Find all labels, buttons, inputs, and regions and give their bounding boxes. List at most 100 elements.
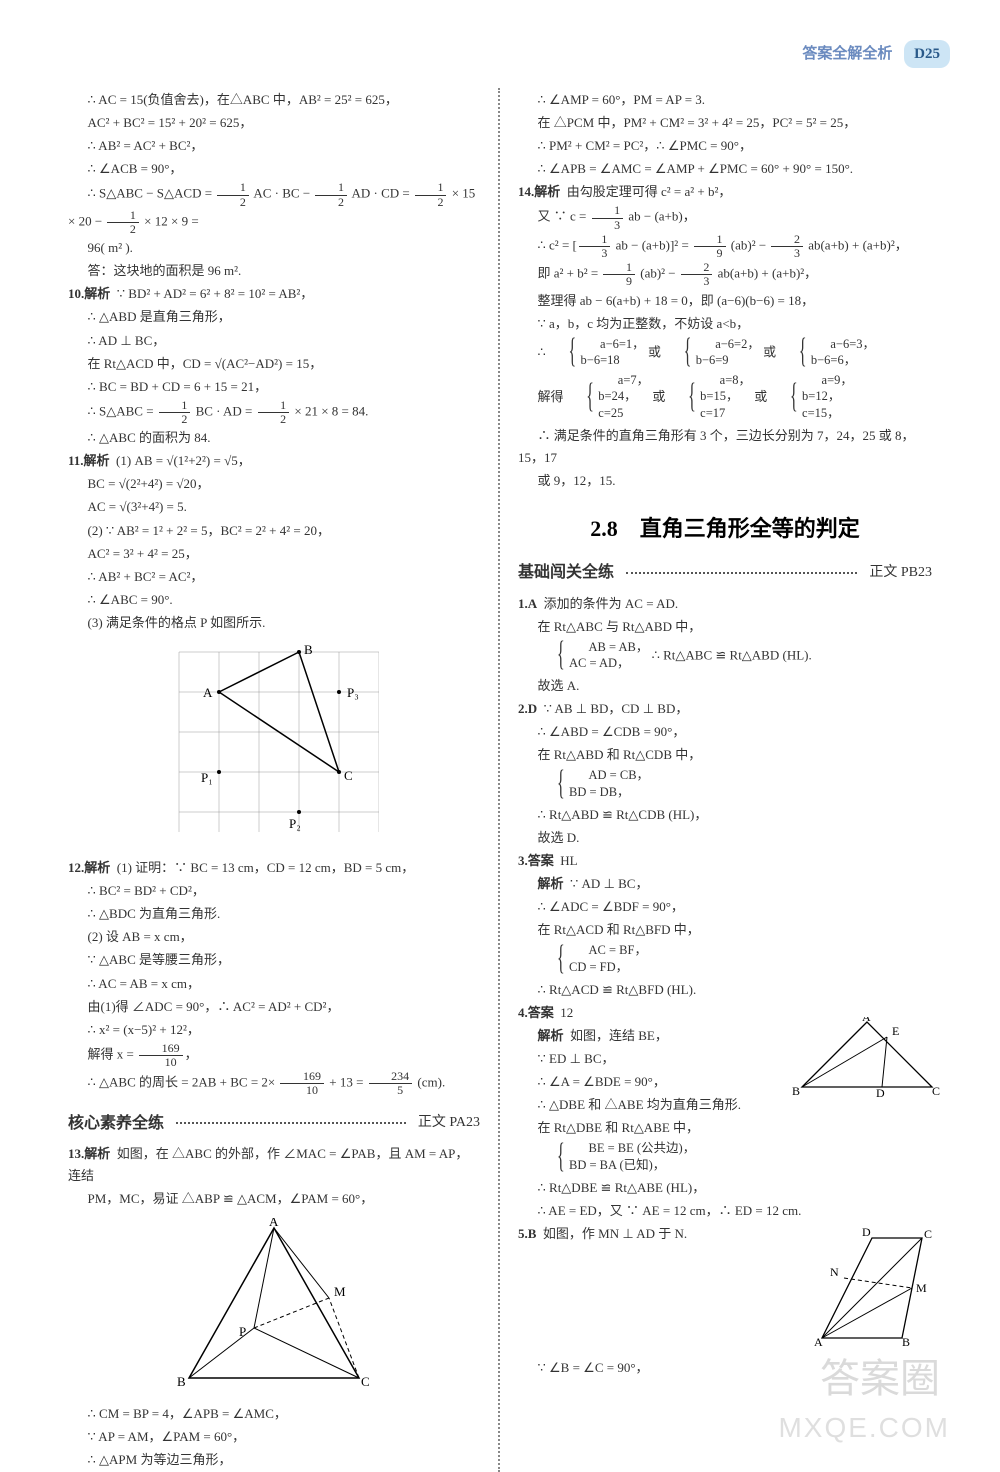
label-A: A [814,1335,823,1348]
text: (1) AB = √(1²+2²) = √5， [116,453,251,468]
text-line: 在 Rt△ABC 与 Rt△ABD 中， [518,616,932,638]
text-line: ∴ BC² = BD² + CD²， [68,880,480,902]
text-line: ∴ 满足条件的直角三角形有 3 个，三边长分别为 7，24，25 或 8，15，… [518,425,932,469]
text-line: ∴ △APM 为等边三角形， [68,1449,480,1471]
text-line: ∴ AD ⊥ BC， [68,330,480,352]
label-B: B [177,1374,186,1388]
text: BC · AD = [192,403,255,418]
text-line: 即 a² + b² = 19 (ab)² − 23 ab(a+b) + (a+b… [518,261,932,288]
text: 如图，作 MN ⊥ AD 于 N. [543,1226,687,1241]
text: 由勾股定理可得 c² = a² + b²， [567,184,732,199]
text-line: ∴ S△ABC = 12 BC · AD = 12 × 21 × 8 = 84. [68,399,480,426]
text-line: ∵ AP = AM，∠PAM = 60°， [68,1426,480,1448]
text-line: 整理得 ab − 6(a+b) + 18 = 0，即 (a−6)(b−6) = … [518,290,932,312]
q3-head: 3.答案 [518,853,554,868]
text: a−6=3， [830,337,875,351]
label-C: C [924,1228,932,1241]
header-title: 答案全解全析 [802,46,892,62]
text: ab − (a+b)， [625,209,696,224]
text: ∴ S△ABC = [88,403,157,418]
text: b=15， [700,389,738,403]
label-B: B [304,642,313,657]
text-line: ∴ x² = (x−5)² + 12²， [68,1019,480,1041]
text: ∵ BD² + AD² = 6² + 8² = 10² = AB²， [117,286,314,301]
q10-head: 10.解析 [68,286,110,301]
text-line: ∵ △ABC 是等腰三角形， [68,949,480,971]
text-line: ∴ Rt△ACD ≌ Rt△BFD (HL). [518,979,932,1001]
text: c=15， [802,406,840,420]
text-line: ∴ AC = 15(负值舍去)，在△ABC 中，AB² = 25² = 625， [68,89,480,111]
brace-icon: AB = AB，AC = AD， [538,639,649,674]
text: AD = CB， [589,768,650,782]
text-line: 故选 D. [518,827,932,849]
fraction: 23 [771,233,803,260]
text: b−6=9 [696,353,729,367]
text: HL [560,853,577,868]
label-A: A [269,1218,279,1229]
q13-head: 13.解析 [68,1146,110,1161]
text: a=8， [720,373,751,387]
text: BD = DB， [569,785,630,799]
text-line: PM，MC，易证 △ABP ≌ △ACM，∠PAM = 60°， [68,1188,480,1210]
text: 如图，在 △ABC 的外部，作 ∠MAC = ∠PAB，且 AM = AP，连结 [68,1146,468,1183]
q1-head: 1.A [518,596,537,611]
text: c=25 [598,406,623,420]
right-column: ∴ ∠AMP = 60°，PM = AP = 3. 在 △PCM 中，PM² +… [500,88,950,1472]
label-C: C [932,1084,940,1097]
text-line: ∴ ∠APB = ∠AMC = ∠AMP + ∠PMC = 60° + 90° … [518,158,932,180]
label-A: A [862,1017,871,1024]
label-D: D [876,1086,885,1097]
label-P: P [239,1324,246,1339]
fraction: 12 [415,181,447,208]
q1: 1.A 添加的条件为 AC = AD. [518,593,932,615]
text-line: (2) ∵ AB² = 1² + 2² = 5，BC² = 2² + 4² = … [68,520,480,542]
text: CD = FD， [569,960,628,974]
label-P3: P₃ [347,685,359,700]
text: 解得 [538,389,564,404]
text-line: 在 Rt△ACD 和 Rt△BFD 中， [518,919,932,941]
label-B: B [792,1084,800,1097]
text: × 21 × 8 = 84. [291,403,368,418]
text-line: 又 ∵ c = 13 ab − (a+b)， [518,204,932,231]
text: 或 [652,389,665,404]
fraction: 19 [603,261,635,288]
text-line: (2) 设 AB = x cm， [68,926,480,948]
text-line: ∴ BC = BD + CD = 6 + 15 = 21， [68,376,480,398]
text-line: ∴ AB² + BC² = AC²， [68,566,480,588]
text-line: (3) 满足条件的格点 P 如图所示. [68,612,480,634]
brace-icon: a−6=1，b−6=18 [549,336,645,371]
text: AC · BC − [251,186,314,201]
text: b−6=18 [581,353,620,367]
brace-row: AD = CB， BD = DB， [518,767,932,802]
text-line: 在 Rt△ACD 中，CD = √(AC²−AD²) = 15， [68,353,480,375]
q3: 3.答案 HL [518,850,932,872]
text-line: ∴ AE = ED，又 ∵ AE = 12 cm，∴ ED = 12 cm. [518,1200,932,1222]
q13: 13.解析 如图，在 △ABC 的外部，作 ∠MAC = ∠PAB，且 AM =… [68,1143,480,1187]
text-line: 答：这块地的面积是 96 m². [68,260,480,282]
text-line: 96( m² ). [68,237,480,259]
q14: 14.解析 由勾股定理可得 c² = a² + b²， [518,181,932,203]
label-P1: P₁ [201,770,213,785]
text: 即 a² + b² = [538,266,602,281]
text: 或 [754,389,767,404]
text: a=7， [618,373,649,387]
brace-row: AB = AB，AC = AD， ∴ Rt△ABC ≌ Rt△ABD (HL). [518,639,932,674]
label-E: E [892,1024,899,1038]
text: ∴ S△ABC − S△ACD = [88,186,216,201]
figure-triangle-apm: A B C P M [68,1218,480,1395]
brace-icon: a−6=2，b−6=9 [664,336,760,371]
text-line: BC = √(2²+4²) = √20， [68,473,480,495]
fraction: 12 [315,181,347,208]
q11-head: 11.解析 [68,453,110,468]
band-label: 核心素养全练 [68,1110,164,1137]
text-line: 或 9，12，15. [518,470,932,492]
core-band: 核心素养全练 正文 PA23 [68,1110,480,1137]
label-B: B [902,1335,910,1348]
q12-head: 12.解析 [68,860,110,875]
brace-icon: AC = BF，CD = FD， [538,942,647,977]
text: ∵ AB ⊥ BD，CD ⊥ BD， [544,701,689,716]
text-line: ∴ △ABC 的面积为 84. [68,427,480,449]
text-line: 在 △PCM 中，PM² + CM² = 3² + 4² = 25，PC² = … [518,112,932,134]
text: 又 ∵ c = [538,209,590,224]
text-line: 在 Rt△ABD 和 Rt△CDB 中， [518,744,932,766]
